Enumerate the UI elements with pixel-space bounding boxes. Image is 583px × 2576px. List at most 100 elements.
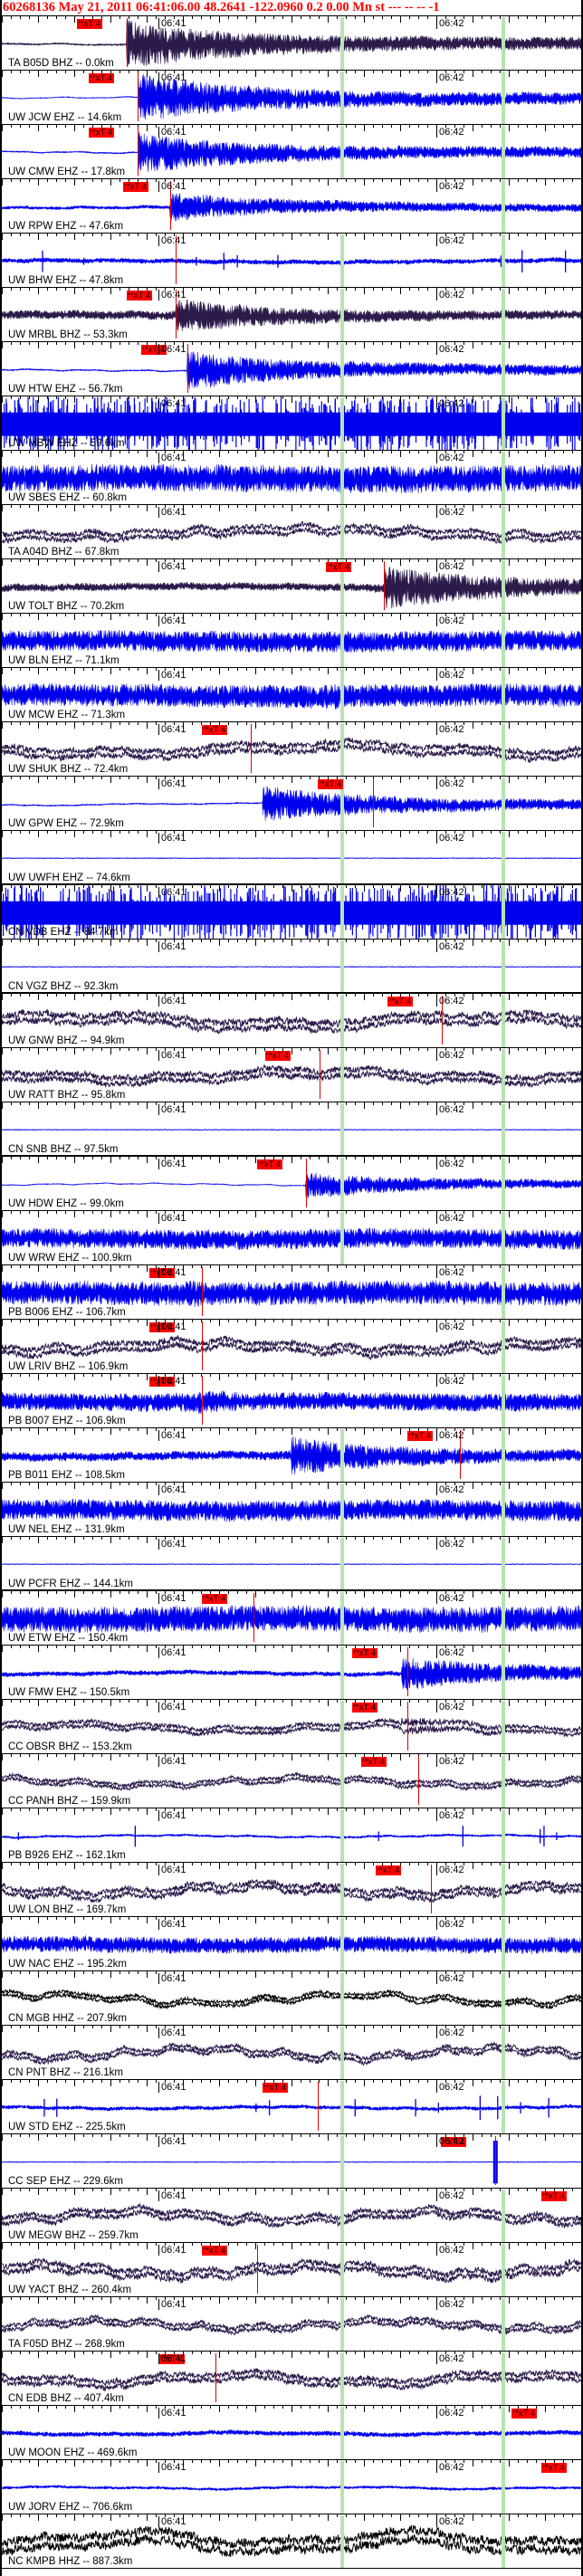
trace-row[interactable]: **xT 4 06:41 06:42 UW STD EHZ -- 225.5km <box>2 2080 581 2134</box>
amplitude-scale-badge[interactable]: **xT 4 <box>159 2354 186 2364</box>
marker-band <box>340 2135 344 2188</box>
trace-row[interactable]: 06:41 06:42 UW NEL EHZ -- 131.9km <box>2 1483 581 1537</box>
trace-row[interactable]: **xT 4 06:41 06:42 CN EDB BHZ -- 407.4km <box>2 2352 581 2406</box>
marker-band <box>502 778 505 830</box>
trace-row[interactable]: **xT 4 06:41 06:42 CC SEP EHZ -- 229.6km <box>2 2134 581 2189</box>
trace-row[interactable]: 06:41 06:42 UW NAC EHZ -- 195.2km <box>2 1917 581 1971</box>
trace-row[interactable]: **xT 4 06:41 06:42 PB B011 EHZ -- 108.5km <box>2 1428 581 1483</box>
trace-row[interactable]: 06:41 06:42 UW PCFR EHZ -- 144.1km <box>2 1537 581 1591</box>
waveform <box>2 1537 581 1589</box>
trace-row[interactable]: **xT 4 06:41 06:42 UW ETW EHZ -- 150.4km <box>2 1591 581 1646</box>
amplitude-scale-badge[interactable]: **xT 4 <box>326 562 352 572</box>
time-label-right: 06:42 <box>436 1756 464 1767</box>
event-header: 60268136 May 21, 2011 06:41:06.00 48.264… <box>2 0 581 16</box>
trace-row[interactable]: **xT 4 06:41 06:42 UW RATT BHZ -- 95.8km <box>2 1048 581 1102</box>
trace-row[interactable]: 06:41 06:42 UW MCW EHZ -- 71.3km <box>2 668 581 722</box>
trace-row[interactable]: **xT 4 06:41 06:42 UW GPW EHZ -- 72.9km <box>2 777 581 831</box>
amplitude-scale-badge[interactable]: **xT 4 <box>387 997 414 1007</box>
trace-row[interactable]: **xT 4 06:41 06:42 UW TOLT BHZ -- 70.2km <box>2 559 581 614</box>
waveform <box>2 2189 581 2242</box>
trace-row[interactable]: **xT 4 06:41 06:42 UW RPW EHZ -- 47.6km <box>2 179 581 234</box>
pick-line <box>306 1159 307 1207</box>
station-label: UW JCW EHZ -- 14.6km <box>8 112 122 123</box>
station-label: TA F05D BHZ -- 268.9km <box>8 2339 125 2350</box>
amplitude-scale-badge[interactable]: **xT 4 <box>149 1322 176 1332</box>
time-ruler <box>2 668 581 674</box>
amplitude-scale-badge[interactable]: **xT 4 <box>376 1865 402 1875</box>
amplitude-scale-badge[interactable]: **xT 4 <box>263 2083 289 2093</box>
trace-row[interactable]: 06:41 06:42 TA F05D BHZ -- 268.9km <box>2 2297 581 2352</box>
amplitude-scale-badge[interactable]: **xT 4 <box>127 291 153 301</box>
trace-row[interactable]: **xT 4 06:41 06:42 UW HDW EHZ -- 99.0km <box>2 1157 581 1211</box>
trace-row[interactable]: 06:41 06:42 CN VGZ BHZ -- 92.3km <box>2 940 581 994</box>
trace-row[interactable]: 06:41 06:42 TA A04D BHZ -- 67.8km <box>2 505 581 559</box>
trace-row[interactable]: **xT 4 06:41 06:42 UW LRIV BHZ -- 106.9km <box>2 1320 581 1374</box>
trace-row[interactable]: **xT 4 06:41 06:42 PB B006 EHZ -- 106.7km <box>2 1265 581 1320</box>
time-label-left: 06:41 <box>158 2408 186 2419</box>
amplitude-scale-badge[interactable]: **xT 4 <box>149 1377 176 1387</box>
amplitude-scale-badge[interactable]: **xT 4 <box>352 1703 378 1713</box>
trace-row[interactable]: **xT 4 06:41 06:42 UW LON BHZ -- 169.7km <box>2 1863 581 1917</box>
amplitude-scale-badge[interactable]: **xT 4 <box>541 2463 568 2473</box>
amplitude-scale-badge[interactable]: **xT 4 <box>141 345 167 355</box>
amplitude-scale-badge[interactable]: **xT 4 <box>541 2191 568 2201</box>
amplitude-scale-badge[interactable]: **xT 4 <box>511 2409 538 2419</box>
trace-row[interactable]: 06:41 06:42 UW SBES EHZ -- 60.8km <box>2 451 581 505</box>
trace-row[interactable]: **xT 4 06:41 06:42 UW SHUK BHZ -- 72.4km <box>2 722 581 777</box>
amplitude-scale-badge[interactable]: **xT 4 <box>441 2137 467 2147</box>
amplitude-scale-badge[interactable]: **xT 4 <box>89 128 115 138</box>
trace-row[interactable]: **xT 4 06:41 06:42 UW JORV EHZ -- 706.6km <box>2 2460 581 2514</box>
amplitude-scale-badge[interactable]: **xT 4 <box>202 2246 228 2256</box>
amplitude-scale-badge[interactable]: **xT 4 <box>202 1594 228 1604</box>
trace-row[interactable]: 06:41 06:42 UW MBW EHZ -- 59.6km <box>2 396 581 451</box>
amplitude-scale-badge[interactable]: **xT 4 <box>77 19 103 29</box>
trace-row[interactable]: **xT 4 06:41 06:42 UW YACT BHZ -- 260.4km <box>2 2243 581 2297</box>
amplitude-scale-badge[interactable]: **xT 4 <box>361 1757 387 1767</box>
trace-row[interactable]: 06:41 06:42 UW BHW EHZ -- 47.8km <box>2 234 581 288</box>
trace-row[interactable]: **xT 4 06:41 06:42 UW MOON EHZ -- 469.6km <box>2 2406 581 2460</box>
trace-row[interactable]: 06:41 06:42 PB B926 EHZ -- 162.1km <box>2 1808 581 1863</box>
station-label: UW RATT BHZ -- 95.8km <box>8 1090 126 1101</box>
amplitude-scale-badge[interactable]: **xT 4 <box>257 1159 283 1169</box>
marker-band <box>502 2461 505 2514</box>
time-label-left: 06:41 <box>158 2299 186 2310</box>
marker-band <box>502 995 505 1047</box>
amplitude-scale-text: *xT 4 <box>153 1268 174 1277</box>
trace-row[interactable]: **xT 4 06:41 06:42 UW MEGW BHZ -- 259.7km <box>2 2189 581 2243</box>
amplitude-scale-text: *xT 4 <box>411 1431 432 1440</box>
trace-row[interactable]: **xT 4 06:41 06:42 UW HTW EHZ -- 56.7km <box>2 342 581 396</box>
trace-row[interactable]: 06:41 06:42 CN PNT BHZ -- 216.1km <box>2 2026 581 2080</box>
amplitude-scale-badge[interactable]: **xT 4 <box>123 182 149 192</box>
trace-row[interactable]: **xT 4 06:41 06:42 UW MRBL BHZ -- 53.3km <box>2 288 581 342</box>
amplitude-scale-text: *xT 4 <box>205 2246 226 2255</box>
trace-row[interactable]: **xT 4 06:41 06:42 CC OBSR BHZ -- 153.2km <box>2 1700 581 1754</box>
amplitude-scale-badge[interactable]: **xT 4 <box>149 1268 176 1278</box>
amplitude-scale-badge[interactable]: **xT 4 <box>318 779 344 789</box>
trace-row[interactable]: 06:41 06:42 CN SNB BHZ -- 97.5km <box>2 1102 581 1157</box>
trace-row[interactable]: **xT 4 06:41 06:42 UW CMW EHZ -- 17.8km <box>2 125 581 179</box>
trace-row[interactable]: **xT 4 06:41 06:42 UW FMW EHZ -- 150.5km <box>2 1646 581 1700</box>
time-label-right: 06:42 <box>436 1865 464 1875</box>
amplitude-scale-text: *xT 4 <box>356 1648 377 1657</box>
time-label-right: 06:42 <box>436 833 464 844</box>
trace-row[interactable]: 06:41 06:42 CN VDB EHZ -- 84.7km <box>2 885 581 940</box>
amplitude-scale-text: *xT 4 <box>269 1051 290 1060</box>
waveform <box>2 2026 581 2079</box>
trace-row[interactable]: 06:41 06:42 UW WRW EHZ -- 100.9km <box>2 1211 581 1265</box>
trace-row[interactable]: 06:41 06:42 CN MGB HHZ -- 207.9km <box>2 1971 581 2026</box>
trace-row[interactable]: **xT 4 06:41 06:42 UW JCW EHZ -- 14.6km <box>2 71 581 125</box>
amplitude-scale-badge[interactable]: **xT 4 <box>352 1648 378 1658</box>
amplitude-scale-badge[interactable]: **xT 4 <box>265 1051 292 1061</box>
trace-row[interactable]: 06:41 06:42 UW UWFH EHZ -- 74.6km <box>2 831 581 885</box>
trace-row[interactable]: **xT 4 06:41 06:42 TA B05D BHZ -- 0.0km <box>2 16 581 71</box>
amplitude-scale-badge[interactable]: **xT 4 <box>89 73 115 83</box>
trace-row[interactable]: **xT 4 06:41 06:42 UW GNW BHZ -- 94.9km <box>2 994 581 1048</box>
amplitude-scale-badge[interactable]: **xT 4 <box>407 1431 434 1441</box>
pick-line <box>215 2353 216 2402</box>
trace-row[interactable]: **xT 4 06:41 06:42 CC PANH BHZ -- 159.9km <box>2 1754 581 1808</box>
amplitude-scale-badge[interactable]: **xT 4 <box>202 725 228 735</box>
trace-row[interactable]: **xT 4 06:41 06:42 PB B007 EHZ -- 106.9km <box>2 1374 581 1428</box>
trace-row[interactable]: 06:41 06:42 UW BLN EHZ -- 71.1km <box>2 614 581 668</box>
trace-row[interactable]: 06:41 06:42 NC KMPB HHZ -- 887.3km <box>2 2514 581 2569</box>
time-label-right: 06:42 <box>436 344 464 355</box>
